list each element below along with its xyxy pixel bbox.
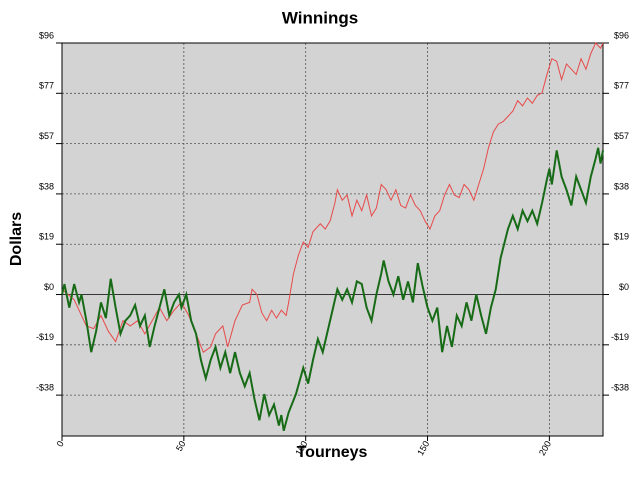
y2-tick-label: $38 bbox=[614, 181, 629, 191]
x-axis-title: Tourneys bbox=[297, 444, 368, 461]
y-tick-label: -$38 bbox=[36, 383, 54, 393]
x-tick-label: 200 bbox=[537, 439, 553, 457]
y-tick-label: -$19 bbox=[36, 332, 54, 342]
y2-tick-label: $19 bbox=[614, 232, 629, 242]
y2-tick-label: -$38 bbox=[611, 383, 629, 393]
y-tick-label: $77 bbox=[39, 81, 54, 91]
x-tick-label: 50 bbox=[174, 439, 188, 453]
x-tick-label: 0 bbox=[55, 439, 66, 448]
y2-tick-label: $57 bbox=[614, 131, 629, 141]
y2-tick-label: -$19 bbox=[611, 332, 629, 342]
chart-title: Winnings bbox=[282, 8, 358, 27]
y2-tick-label: $0 bbox=[619, 282, 629, 292]
y2-tick-label: $96 bbox=[614, 30, 629, 40]
y-tick-label: $19 bbox=[39, 232, 54, 242]
x-tick-label: 150 bbox=[415, 439, 431, 457]
plot-background bbox=[62, 43, 603, 436]
y-tick-label: $38 bbox=[39, 181, 54, 191]
plot-frame bbox=[61, 42, 604, 437]
y-tick-label: $57 bbox=[39, 131, 54, 141]
y-tick-label: $0 bbox=[44, 282, 54, 292]
y-axis-title: Dollars bbox=[8, 212, 25, 266]
y-tick-label: $96 bbox=[39, 30, 54, 40]
series-line bbox=[61, 147, 604, 432]
y2-tick-label: $77 bbox=[614, 81, 629, 91]
